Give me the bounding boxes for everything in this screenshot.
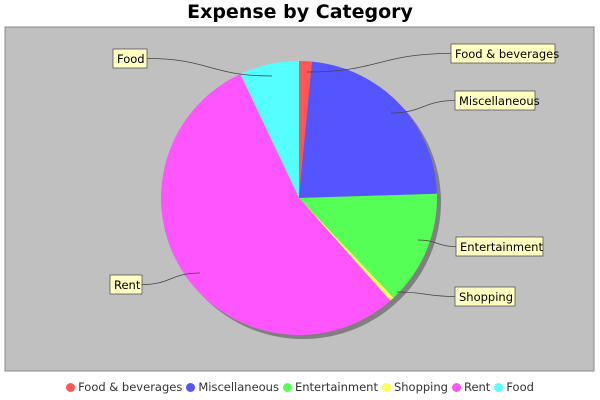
pie-slice-shopping[interactable]: [299, 198, 394, 301]
chart-title: Expense by Category: [187, 1, 413, 23]
legend-label: Shopping: [393, 380, 448, 394]
label-box: [109, 274, 143, 295]
legend-label: Rent: [463, 380, 491, 394]
label-box: [450, 43, 556, 64]
slice-label-text: Shopping: [459, 290, 513, 304]
pie-slice-entertainment[interactable]: [299, 193, 437, 298]
legend-label: Food & beverages: [78, 380, 183, 394]
label-connector: [306, 53, 452, 73]
legend: Food & beverages Miscellaneous Entertainme…: [0, 380, 600, 394]
legend-label: Entertainment: [294, 380, 378, 394]
legend-item: Entertainment: [282, 380, 378, 394]
slice-label-text: Food & beverages: [455, 47, 559, 61]
pie-slice-miscellaneous[interactable]: [299, 61, 437, 198]
label-connector: [417, 239, 457, 247]
label-box: [454, 90, 536, 111]
pie-slice-rent[interactable]: [161, 74, 391, 335]
legend-swatch: [66, 383, 76, 392]
pie-slice-food-beverages[interactable]: [299, 61, 312, 198]
label-box: [454, 286, 516, 307]
label-connector: [396, 291, 456, 297]
legend-label: Miscellaneous: [198, 380, 279, 394]
slice-label-rent: Rent: [109, 272, 201, 295]
legend-swatch: [494, 383, 504, 392]
slice-label-entertainment: Entertainment: [417, 236, 544, 257]
slice-label-text: Entertainment: [460, 240, 543, 254]
label-connector: [146, 58, 273, 77]
slice-label-text: Rent: [114, 278, 141, 292]
label-connector: [141, 272, 201, 285]
legend-swatch: [282, 383, 292, 392]
slice-label-shopping: Shopping: [396, 286, 516, 307]
legend-item: Food: [494, 380, 534, 394]
legend-swatch: [186, 383, 196, 392]
legend-item: Miscellaneous: [186, 380, 279, 394]
pie-slices: [161, 61, 437, 335]
legend-swatch: [451, 383, 461, 392]
legend-item: Shopping: [381, 380, 448, 394]
pie-slice-food[interactable]: [240, 61, 299, 198]
slice-label-text: Food: [117, 52, 145, 66]
label-box: [455, 236, 544, 257]
slice-label-food: Food: [112, 48, 273, 77]
label-connector: [390, 100, 456, 114]
slice-label-miscellaneous: Miscellaneous: [390, 90, 540, 114]
legend-label: Food: [506, 380, 534, 394]
label-box: [112, 48, 148, 69]
legend-item: Rent: [451, 380, 491, 394]
legend-item: Food & beverages: [66, 380, 182, 394]
slice-label-text: Miscellaneous: [459, 94, 540, 108]
slice-label-food-beverages: Food & beverages: [306, 43, 559, 73]
slice-labels: Food & beverages Miscellaneous Entertainme…: [109, 43, 559, 307]
legend-swatch: [381, 383, 391, 392]
